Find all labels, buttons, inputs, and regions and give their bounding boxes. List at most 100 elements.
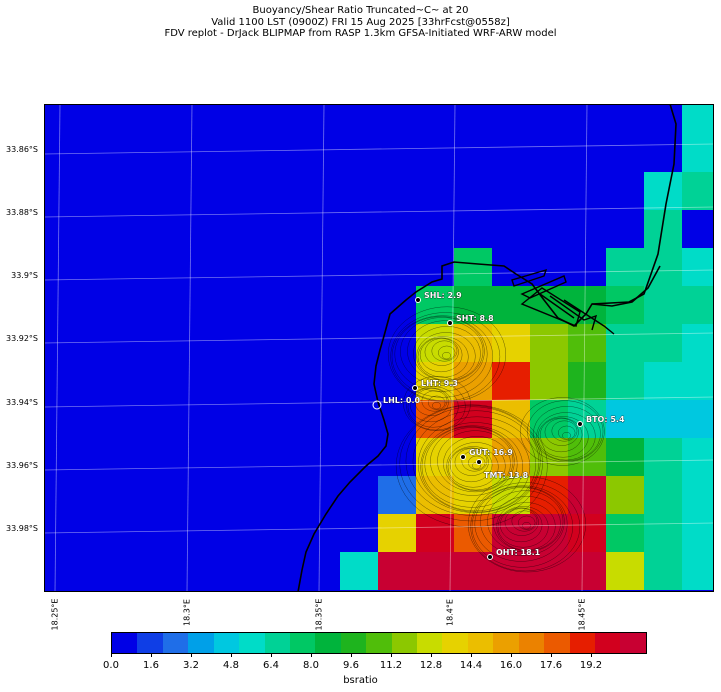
colorbar-tick-label: 0.0 <box>103 660 119 671</box>
bsratio-cell <box>454 324 492 362</box>
colorbar-swatch <box>544 633 570 653</box>
contour-line <box>428 395 446 410</box>
colorbar-swatch <box>442 633 468 653</box>
colorbar-swatch <box>569 633 596 653</box>
bsratio-cell <box>644 514 682 552</box>
bsratio-cell <box>644 172 682 210</box>
bsratio-cell <box>682 248 714 286</box>
lon-tick: 18.3°E <box>182 599 192 626</box>
bsratio-cell <box>682 476 714 514</box>
bsratio-cell <box>606 476 644 514</box>
contour-line <box>391 315 494 398</box>
colorbar-tickmark <box>271 653 272 657</box>
colorbar-swatch <box>417 633 443 653</box>
colorbar-tick-label: 4.8 <box>223 660 239 671</box>
bsratio-cell <box>378 514 416 552</box>
bsratio-cell <box>644 362 682 400</box>
contour-line <box>431 340 458 362</box>
bsratio-cell <box>492 324 530 362</box>
lat-lon-gridlines <box>44 104 714 592</box>
bsratio-cell <box>606 286 644 324</box>
lon-tick: 18.35°E <box>314 598 324 631</box>
coastline <box>297 104 677 592</box>
colorbar-swatch <box>239 633 265 653</box>
contour-line <box>403 376 471 432</box>
station-label: LHL: 0.0 <box>383 396 420 405</box>
bsratio-cell <box>378 476 416 514</box>
station-label: TMT: 13.8 <box>484 471 529 480</box>
contour-line <box>413 326 481 382</box>
contour-line <box>409 387 453 423</box>
colorbar-tickmark <box>111 653 112 657</box>
bsratio-cell <box>682 552 714 590</box>
contour-line <box>493 496 561 552</box>
contour-line <box>400 317 485 386</box>
station-label: LHT: 9.3 <box>421 379 458 388</box>
bsratio-cell <box>568 362 606 400</box>
contour-line <box>474 486 568 562</box>
colorbar-swatch <box>620 633 646 653</box>
bsratio-cell <box>606 362 644 400</box>
bsratio-cell <box>682 286 714 324</box>
contour-line <box>551 420 578 442</box>
contour-line <box>544 418 579 446</box>
colorbar-tickmark <box>591 653 592 657</box>
contour-line <box>424 338 459 366</box>
colorbar-tickmark <box>391 653 392 657</box>
bsratio-cell <box>606 552 644 590</box>
bsratio-cell <box>530 324 568 362</box>
contour-line <box>430 427 515 496</box>
bsratio-cell <box>644 324 682 362</box>
bsratio-cell <box>454 476 492 514</box>
bsratio-cell <box>454 248 492 286</box>
bsratio-cell <box>682 134 714 172</box>
station-marker <box>476 459 482 465</box>
colorbar-swatch <box>391 633 418 653</box>
contour-line <box>562 431 571 440</box>
contour-line <box>437 430 514 493</box>
bsratio-cell <box>644 438 682 476</box>
contour-line <box>442 351 451 360</box>
bsratio-cell <box>416 324 454 362</box>
longitude-gridline <box>449 104 456 592</box>
title-line-3: FDV replot - DrJack BLIPMAP from RASP 1.… <box>164 28 557 39</box>
terrain-contours <box>387 306 605 573</box>
colorbar-tickmark <box>431 653 432 657</box>
lat-tick: 33.98°S <box>6 524 38 533</box>
contour-line <box>407 386 459 428</box>
colorbar-tickmark <box>231 653 232 657</box>
bsratio-cell <box>492 514 530 552</box>
colorbar-tickmark <box>551 653 552 657</box>
colorbar-swatch <box>493 633 519 653</box>
contour-line <box>407 320 484 383</box>
colorbar-swatch <box>518 633 545 653</box>
contour-line <box>533 406 601 462</box>
bsratio-cell <box>416 476 454 514</box>
colorbar-tickmark <box>471 653 472 657</box>
colorbar-swatch <box>264 633 290 653</box>
contour-line <box>438 345 456 360</box>
contour-line <box>518 515 536 530</box>
lon-tick: 18.25°E <box>50 598 60 631</box>
station-label: GUT: 16.9 <box>469 448 513 457</box>
contour-line <box>420 422 531 512</box>
contour-line <box>497 506 549 548</box>
title-line-1: Buoyancy/Shear Ratio Truncated~C~ at 20 <box>252 5 469 16</box>
colorbar-tick-label: 14.4 <box>459 660 483 671</box>
bsratio-cell <box>644 400 682 438</box>
contour-line <box>419 337 463 373</box>
contour-line <box>394 316 488 392</box>
bsratio-cell <box>416 552 454 590</box>
contour-line <box>405 406 541 516</box>
longitude-gridline <box>581 104 588 592</box>
colorbar-swatch <box>340 633 367 653</box>
bsratio-cell <box>454 286 492 324</box>
contour-line <box>520 397 605 466</box>
colorbar-tick-label: 6.4 <box>263 660 279 671</box>
colorbar-swatch <box>366 633 392 653</box>
colorbar-tick-label: 9.6 <box>343 660 359 671</box>
bsratio-cell <box>492 476 530 514</box>
coastline-east <box>591 265 661 307</box>
bsratio-cell <box>340 552 378 590</box>
